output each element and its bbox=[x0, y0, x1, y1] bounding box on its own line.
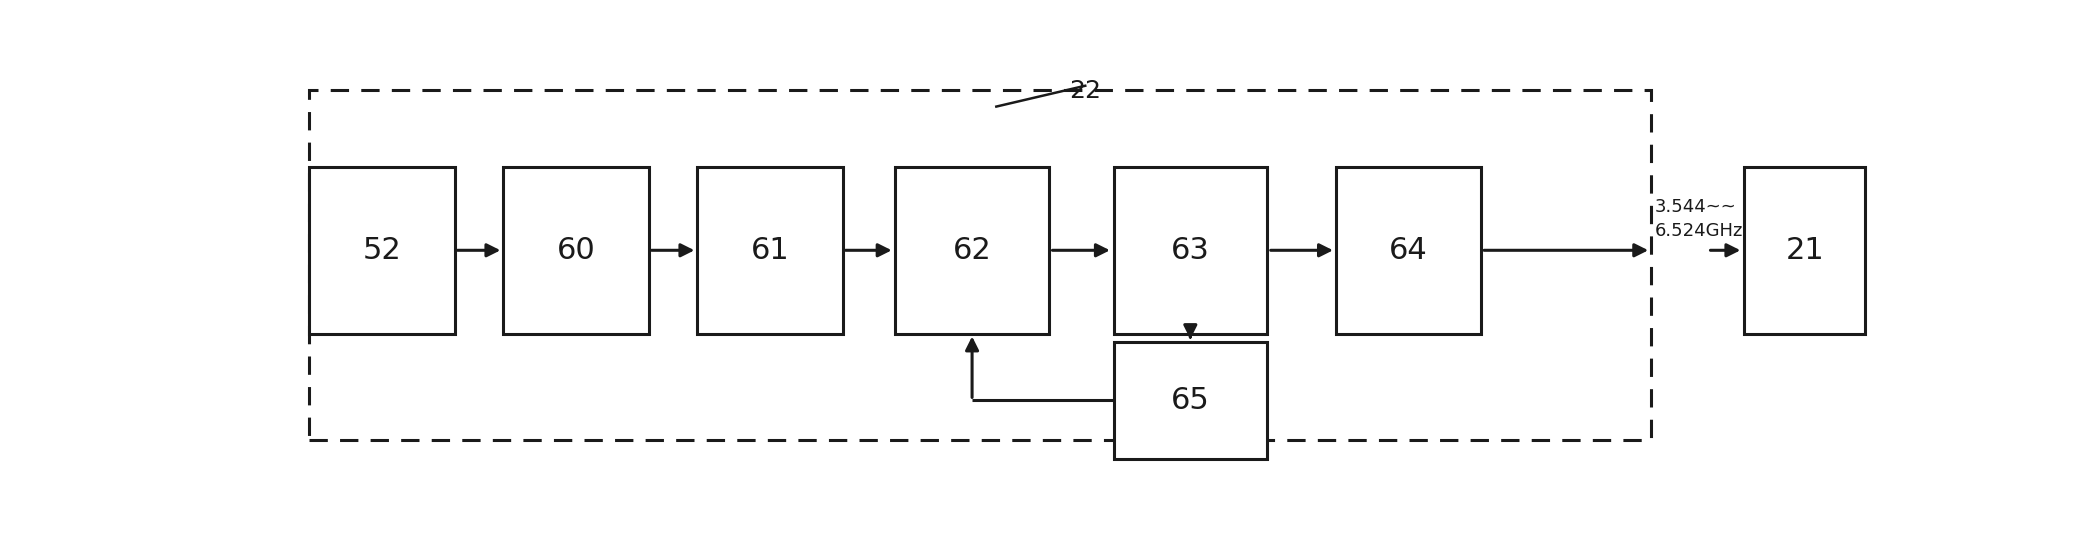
Bar bbox=[1744, 167, 1865, 334]
Text: 52: 52 bbox=[363, 236, 401, 265]
Text: 22: 22 bbox=[1070, 80, 1101, 103]
Bar bbox=[1114, 167, 1266, 334]
Bar bbox=[309, 90, 1652, 440]
Bar bbox=[1114, 342, 1266, 459]
Bar bbox=[895, 167, 1049, 334]
Text: 65: 65 bbox=[1170, 386, 1210, 415]
Text: 61: 61 bbox=[751, 236, 789, 265]
Text: 21: 21 bbox=[1786, 236, 1823, 265]
Bar bbox=[1335, 167, 1481, 334]
Bar bbox=[503, 167, 649, 334]
Text: 62: 62 bbox=[953, 236, 991, 265]
Text: 3.544~~
6.524GHz: 3.544~~ 6.524GHz bbox=[1654, 198, 1742, 240]
Bar bbox=[309, 167, 455, 334]
Text: 64: 64 bbox=[1389, 236, 1429, 265]
Text: 60: 60 bbox=[557, 236, 595, 265]
Bar bbox=[697, 167, 843, 334]
Text: 63: 63 bbox=[1170, 236, 1210, 265]
